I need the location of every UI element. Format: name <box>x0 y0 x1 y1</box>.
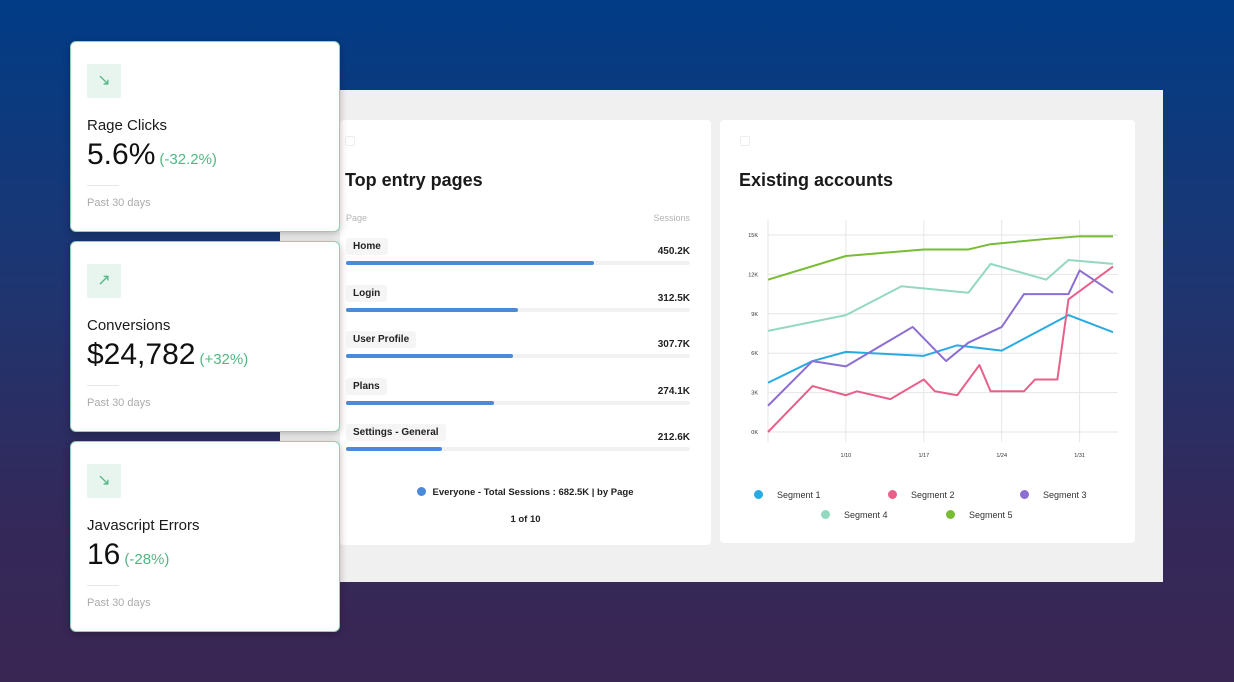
divider <box>87 385 119 386</box>
page-name[interactable]: Login <box>346 284 388 302</box>
arrow-down-right-icon: ↘ <box>87 464 121 498</box>
x-tick-label: 1/17 <box>918 453 929 459</box>
progress-fill <box>346 354 513 358</box>
y-tick-label: 6K <box>751 351 758 357</box>
y-tick-label: 9K <box>751 312 758 318</box>
kpi-period: Past 30 days <box>87 397 151 409</box>
series-line-segment-5 <box>767 235 1113 281</box>
card-title: Existing accounts <box>739 170 894 190</box>
legend-dot <box>888 490 897 499</box>
legend-item[interactable]: Segment 4 <box>821 510 888 520</box>
table-row[interactable]: Home 450.2K <box>346 238 690 278</box>
kpi-change: (+32%) <box>199 351 249 368</box>
arrow-down-right-icon: ↘ <box>87 64 121 98</box>
legend-label: Everyone - Total Sessions : 682.5K | by … <box>432 487 634 498</box>
page-name[interactable]: Plans <box>346 377 387 395</box>
kpi-change: (-32.2%) <box>159 151 217 168</box>
series-line-segment-4 <box>767 258 1114 332</box>
legend-item[interactable]: Segment 1 <box>754 490 821 500</box>
kpi-value-wrap: $24,782 (+32%) <box>87 338 248 372</box>
y-tick-label: 15K <box>748 233 758 239</box>
progress-track <box>346 307 690 312</box>
sessions-value: 307.7K <box>657 339 690 350</box>
progress-fill <box>346 261 594 265</box>
kpi-label: Rage Clicks <box>87 117 168 134</box>
legend-item[interactable]: Segment 3 <box>1020 490 1087 500</box>
legend-item[interactable]: Segment 5 <box>946 510 1013 520</box>
kpi-value: 5.6% <box>87 138 156 171</box>
kpi-label: Javascript Errors <box>87 517 200 534</box>
page-name[interactable]: Settings - General <box>346 424 446 441</box>
column-header-sessions: Sessions <box>653 213 690 223</box>
progress-fill <box>346 400 494 405</box>
legend-item[interactable]: Segment 2 <box>888 490 955 500</box>
kpi-value-wrap: 16 (-28%) <box>87 538 169 572</box>
sessions-value: 274.1K <box>657 385 690 397</box>
arrow-up-right-icon: ↗ <box>87 264 121 298</box>
x-tick-label: 1/24 <box>996 453 1007 459</box>
y-tick-label: 12K <box>748 272 758 278</box>
y-tick-label: 0K <box>751 430 758 436</box>
pagination[interactable]: 1 of 10 <box>510 514 541 525</box>
dashboard-panel: Top entry pages Page Sessions Home 450.2… <box>280 90 1163 582</box>
card-title: Top entry pages <box>345 170 483 190</box>
top-entry-pages-card: Top entry pages Page Sessions Home 450.2… <box>340 120 711 545</box>
sessions-value: 312.5K <box>657 292 690 304</box>
progress-fill <box>346 447 443 451</box>
chart-legend: Everyone - Total Sessions : 682.5K | by … <box>340 487 711 498</box>
kpi-card[interactable]: ↗ Conversions $24,782 (+32%) Past 30 days <box>70 241 340 432</box>
legend-label: Segment 4 <box>844 510 888 520</box>
legend-label: Segment 5 <box>969 510 1013 520</box>
series-line-segment-2 <box>767 265 1114 433</box>
legend-label: Segment 3 <box>1043 490 1087 500</box>
legend-dot <box>821 510 830 519</box>
legend-dot <box>417 487 427 496</box>
existing-accounts-card: Existing accounts 15K 12K 9K 6K 3K 0K 1/10 1/17… <box>720 120 1135 543</box>
sessions-value: 450.2K <box>657 246 690 257</box>
kpi-value: $24,782 <box>87 338 196 371</box>
table-row[interactable]: Plans 274.1K <box>346 377 690 418</box>
progress-fill <box>346 307 518 312</box>
table-row[interactable]: Login 312.5K <box>346 284 690 325</box>
progress-track <box>346 354 690 358</box>
kpi-label: Conversions <box>87 317 171 334</box>
legend-dot <box>946 510 955 519</box>
series-line-segment-3 <box>767 269 1114 407</box>
kpi-period: Past 30 days <box>87 597 151 609</box>
y-tick-label: 3K <box>751 391 758 397</box>
x-tick-label: 1/31 <box>1074 453 1085 459</box>
series-line-segment-1 <box>767 314 1114 384</box>
kpi-period: Past 30 days <box>87 197 151 209</box>
legend-label: Segment 1 <box>777 490 821 500</box>
card-checkbox[interactable] <box>740 136 750 146</box>
line-chart: 15K 12K 9K 6K 3K 0K 1/10 1/17 1/24 1/31 <box>748 220 1118 459</box>
sessions-value: 212.6K <box>657 432 690 443</box>
column-header-page: Page <box>346 213 368 223</box>
progress-track <box>346 400 690 405</box>
legend-dot <box>754 490 763 499</box>
page-name[interactable]: Home <box>346 238 388 255</box>
page-name[interactable]: User Profile <box>346 331 417 348</box>
x-tick-label: 1/10 <box>841 453 852 459</box>
kpi-card[interactable]: ↘ Javascript Errors 16 (-28%) Past 30 day… <box>70 441 340 632</box>
card-checkbox[interactable] <box>345 136 355 146</box>
kpi-value-wrap: 5.6% (-32.2%) <box>87 138 217 172</box>
legend-label: Segment 2 <box>911 490 955 500</box>
progress-track <box>346 447 690 451</box>
table-row[interactable]: Settings - General 212.6K <box>346 424 690 464</box>
kpi-value: 16 <box>87 538 121 571</box>
divider <box>87 185 119 186</box>
legend-dot <box>1020 490 1029 499</box>
table-row[interactable]: User Profile 307.7K <box>346 331 690 371</box>
kpi-change: (-28%) <box>124 551 170 568</box>
progress-track <box>346 261 690 265</box>
divider <box>87 585 119 586</box>
kpi-card[interactable]: ↘ Rage Clicks 5.6% (-32.2%) Past 30 days <box>70 41 340 232</box>
